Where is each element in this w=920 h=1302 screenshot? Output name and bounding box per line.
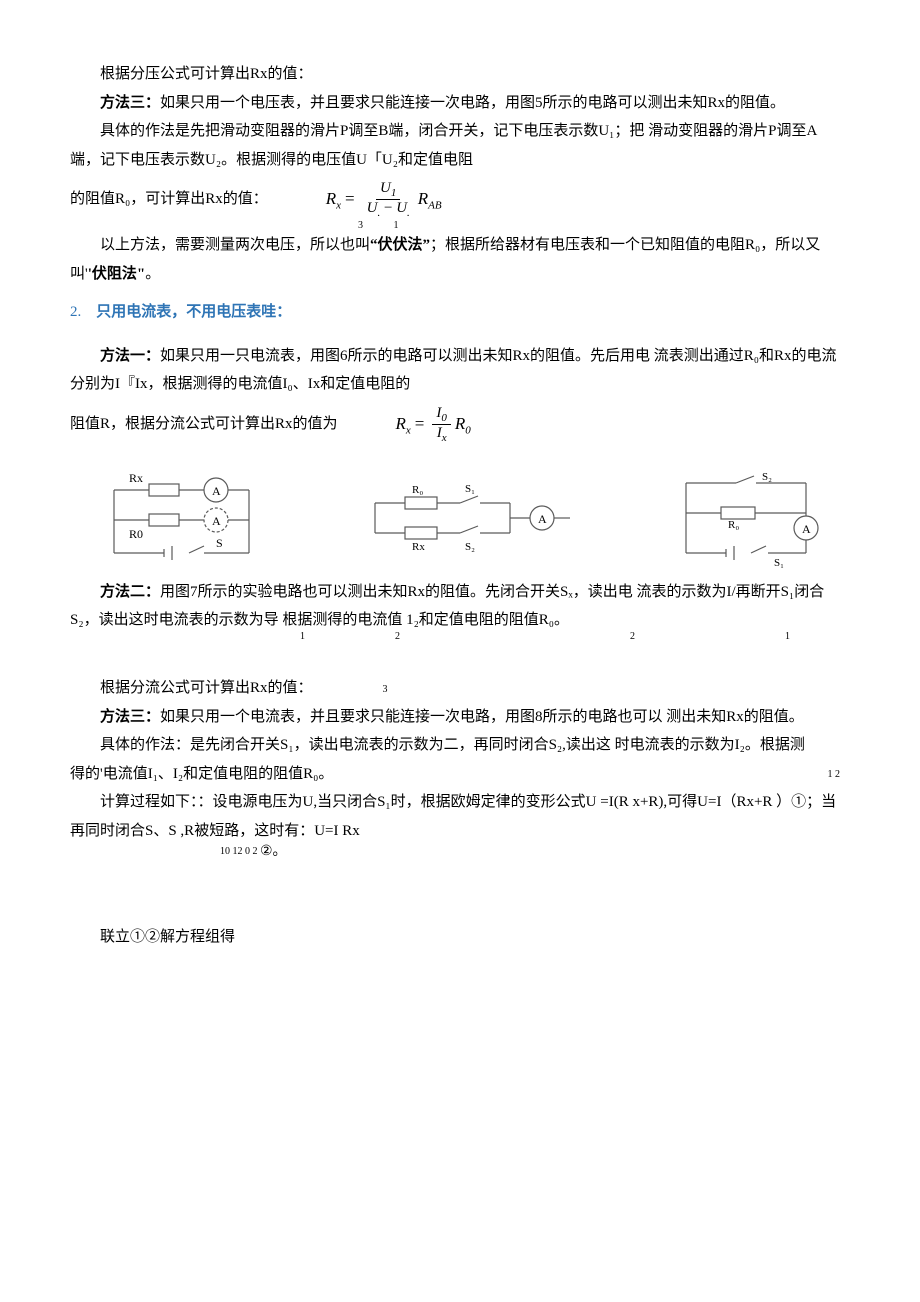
f1-lhs-sym: R [326,189,336,208]
paragraph-divider-formula: 根据分压公式可计算出Rx的值： [70,60,840,89]
d1-s-label: S [216,536,223,550]
stray-sub-3: 3 [383,680,388,699]
formula1-lead: 的阻值R₀，可计算出Rx的值： [70,185,268,214]
methodA-label: 方法一： [100,348,160,364]
sec2-text: 只用电流表，不用电压表哇： [96,304,291,320]
paragraph-methodC-amp: 方法三：如果只用一个电流表，并且要求只能连接一次电路，用图8所示的电路也可以 测… [70,703,840,732]
f1-den-b: U [396,200,407,216]
vv-d: '伏阻法" [88,266,146,282]
methodC-text: 如果只用一个电流表，并且要求只能连接一次电路，用图8所示的电路也可以 测出未知R… [160,709,804,725]
vv-e: 。 [145,266,160,282]
d2-r0-label: R₀ [412,484,423,496]
d2-rx-label: Rx [412,541,425,553]
formula2: Rx = I0 Ix R0 [396,405,471,444]
d2-s1-label: S₁ [465,483,475,495]
f1-num-sub: 1 [391,187,397,199]
f2-lhs-sub: x [406,424,411,436]
f1-den-a: U [367,200,378,216]
methodB-text: 用图7所示的实验电路也可以测出未知Rx的阻值。先闭合开关Sₓ，读出电 流表的示数… [70,584,824,629]
circuit-diagram-6: Rx A R0 A S [94,468,274,568]
d3-a-label: A [802,522,811,536]
formula1: Rx = U1 U. − U. RAB [326,180,442,219]
circuit-diagram-8: S₂ R₀ A S₁ [666,468,836,568]
d3-s1-label: S₁ [774,557,784,568]
formula-row-2: 阻值R，根据分流公式可计算出Rx的值为 Rx = I0 Ix R0 [70,405,840,444]
methodB-label: 方法二： [100,584,160,600]
vv-b: “伏伏法” [370,237,430,253]
f2-rhs-sub: 0 [465,424,471,436]
paragraph-calculation: 计算过程如下：：设电源电压为U,当只闭合S₁时，根据欧姆定律的变形公式U =I(… [70,788,840,845]
d1-a1-label: A [212,484,221,498]
f2-lhs: Rx [396,408,411,441]
paragraph-method3-volt: 方法三：如果只用一个电压表，并且要求只能连接一次电路，用图5所示的电路可以测出未… [70,89,840,118]
equals-icon-2: = [415,408,425,440]
method3-text: 如果只用一个电压表，并且要求只能连接一次电路，用图5所示的电路可以测出未知Rx的… [160,95,785,111]
d1-rx-label: Rx [129,471,143,485]
f2-den-sub: x [442,432,447,444]
formula-row-1: 的阻值R₀，可计算出Rx的值： Rx = U1 U. − U. RAB [70,180,840,219]
tiny1a: 3 [358,221,363,231]
f2-lhs-sym: R [396,414,406,433]
tiny-subscripts-1: 3 1 [70,221,840,231]
f1-rhs-sym: R [418,189,428,208]
paragraph-solve-system: 联立①②解方程组得 [70,923,840,952]
f1-lhs-sub: x [336,199,341,211]
paragraph-vv-method: 以上方法，需要测量两次电压，所以也叫“伏伏法”；根据所给器材有电压表和一个已知阻… [70,231,840,288]
f2-rhs-sym: R [455,414,465,433]
method3-label: 方法三： [100,95,160,111]
paragraph-method3-detail: 具体的作法是先把滑动变阻器的滑片P调至B端，闭合开关，记下电压表示数U₁；把 滑… [70,117,840,174]
f1-rhs-sub: AB [428,199,441,211]
sub1d: 1 [785,627,790,646]
d1-a2-label: A [212,514,221,528]
stray-subscripts-1: 1 2 2 1 [70,627,840,646]
f1-num: U [380,180,391,196]
sub4: 10 12 0 2 [220,846,258,857]
f1-den-b-sub: . [407,207,410,219]
f1-fraction: U1 U. − U. [363,180,414,219]
circuit-diagram-7: R₀ S₁ Rx S₂ A [360,478,580,558]
paragraph-methodA-amp: 方法一：如果只用一只电流表，用图6所示的电路可以测出未知Rx的阻值。先后用电 流… [70,342,840,399]
d3-s2-label: S₂ [762,471,772,483]
tiny1b: 1 [394,221,399,231]
methodA-text: 如果只用一只电流表，用图6所示的电路可以测出未知Rx的阻值。先后用电 流表测出通… [70,348,837,393]
f2-num-sub: 0 [441,412,447,424]
circuit-diagrams-row: Rx A R0 A S R₀ S₁ Rx S₂ A [94,468,836,568]
f2-rhs: R0 [455,408,471,441]
d3-r0-label: R₀ [728,519,739,531]
circled-2: ②。 [260,844,287,859]
vv-a: 以上方法，需要测量两次电压，所以也叫 [100,237,370,253]
d2-a-label: A [538,512,547,526]
equals-icon: = [345,183,355,215]
paragraph-divider-formula2: 根据分流公式可计算出Rx的值： [70,674,313,703]
stray-sub-12: 1 2 [828,765,841,788]
f1-lhs: Rx [326,183,341,216]
paragraph-methodC-detail: 具体的作法：是先闭合开关S₁，读出电流表的示数为二，再同时闭合S₂,读出这 时电… [70,731,816,788]
methodC-label: 方法三： [100,709,160,725]
f2-fraction: I0 Ix [432,405,451,444]
d1-r0-label: R0 [129,527,143,541]
section-2-title: 2. 只用电流表，不用电压表哇： [70,298,840,327]
sec2-num: 2. [70,304,81,320]
formula2-lead: 阻值R，根据分流公式可计算出Rx的值为 [70,410,338,439]
f1-rhs: RAB [418,183,442,216]
d2-s2-label: S₂ [465,541,475,553]
